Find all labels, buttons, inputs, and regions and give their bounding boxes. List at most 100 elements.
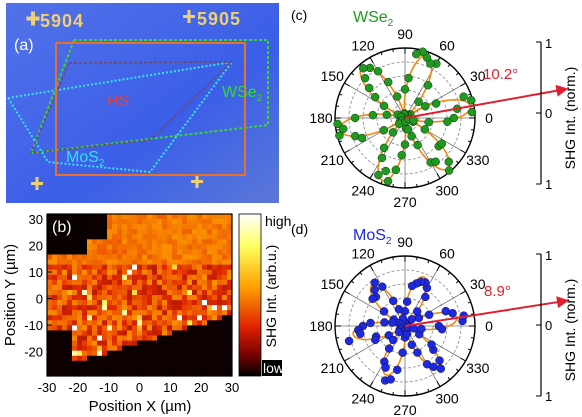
- angle-label: 270: [393, 194, 417, 210]
- y-ticks: 30 20 10 0 -10 -20: [24, 212, 52, 360]
- angle-label: 240: [351, 183, 375, 199]
- data-point: [413, 307, 422, 316]
- data-point: [394, 305, 404, 314]
- marker-label-right: 5905: [197, 9, 241, 29]
- arrow-head: [556, 296, 570, 309]
- data-point: [368, 294, 377, 304]
- data-point: [389, 296, 398, 306]
- x-tick-label: -10: [99, 380, 118, 395]
- data-point: [379, 307, 389, 316]
- data-point: [449, 113, 458, 123]
- angle-label: 90: [397, 26, 413, 42]
- panel-a-label: (a): [14, 37, 34, 54]
- y-tick-label: 0: [36, 292, 43, 307]
- angle-label: 210: [321, 152, 345, 168]
- data-point: [423, 80, 433, 90]
- panel-c-arrow-angle: 10.2°: [483, 66, 518, 83]
- panel-a: 5904 5905 (a) HS WSe2 MoS2: [6, 3, 279, 203]
- data-point: [339, 124, 348, 134]
- angle-label: 180: [309, 110, 333, 126]
- panel-d-arrow-angle: 8.9°: [484, 283, 511, 300]
- panel-d-title: MoS2: [353, 227, 392, 247]
- data-point: [467, 96, 476, 105]
- y-tick-label: -10: [24, 318, 43, 333]
- angle-label: 270: [393, 402, 417, 417]
- data-point: [384, 77, 393, 87]
- data-point: [377, 153, 387, 163]
- wse2-label: WSe2: [222, 84, 263, 104]
- colorbar-high: high: [265, 213, 291, 229]
- angle-label: 150: [321, 68, 345, 84]
- side-tick-bot: 1: [545, 389, 552, 404]
- wse2-outline: [29, 39, 269, 155]
- data-point: [366, 318, 375, 328]
- marker-label-left: 5904: [40, 11, 84, 31]
- data-point: [412, 49, 421, 59]
- hs-label: HS: [107, 93, 129, 110]
- panel-b: (b) -30 -20 -10 0 10 20 30 30 20 10 0 -10 -20 Posit…: [2, 212, 291, 415]
- data-point: [333, 119, 342, 129]
- data-point: [379, 126, 389, 135]
- data-point: [427, 340, 436, 349]
- colorbar-low-text: low: [263, 360, 285, 376]
- angle-label: 210: [321, 360, 345, 376]
- side-axis-c: 1 0 1 SHG Int. (norm.): [536, 36, 578, 192]
- hs-region: [29, 61, 235, 154]
- angle-label: 30: [470, 276, 486, 292]
- angle-label: 120: [351, 245, 375, 261]
- data-point: [373, 67, 383, 76]
- data-point: [444, 166, 454, 175]
- angle-label: 180: [309, 318, 333, 334]
- data-point: [359, 64, 368, 73]
- data-point: [443, 117, 452, 126]
- data-point: [444, 157, 453, 166]
- arrow-head: [555, 84, 569, 97]
- data-point: [414, 97, 423, 106]
- data-point: [424, 117, 433, 127]
- angle-label: 300: [435, 183, 459, 199]
- data-point: [389, 335, 398, 345]
- alignment-marker-bl: [31, 177, 43, 190]
- angle-label: 90: [397, 234, 413, 250]
- data-point: [370, 285, 379, 295]
- data-point: [397, 151, 406, 160]
- data-point: [424, 310, 434, 319]
- data-point: [383, 176, 393, 186]
- data-point: [364, 83, 374, 93]
- y-tick-label: -20: [24, 345, 43, 360]
- colorbar-label: SHG Int. (arb.u.): [263, 245, 279, 348]
- mos2-label: MoS2: [66, 149, 105, 169]
- panel-b-label: (b): [52, 219, 72, 236]
- side-tick-bot: 1: [545, 177, 552, 192]
- angle-label: 240: [351, 391, 375, 407]
- angle-label: 0: [485, 318, 493, 334]
- angle-label: 30: [470, 68, 486, 84]
- side-tick-top: 1: [545, 36, 552, 51]
- data-point: [420, 125, 429, 134]
- x-tick-label: -30: [38, 380, 57, 395]
- x-axis-label: Position X (µm): [89, 398, 192, 415]
- data-point: [379, 143, 389, 153]
- data-point: [356, 329, 365, 339]
- data-point: [413, 140, 422, 150]
- data-point: [459, 92, 468, 101]
- data-point: [350, 113, 360, 123]
- data-point: [370, 92, 380, 102]
- orientation-arrow: [404, 89, 561, 119]
- alignment-marker-right: [183, 10, 195, 23]
- data-point: [421, 102, 430, 111]
- alignment-marker-left: [26, 11, 40, 26]
- x-tick-label: 20: [194, 380, 208, 395]
- data-point: [436, 364, 445, 373]
- data-point: [368, 110, 378, 120]
- data-point: [421, 292, 430, 302]
- data-point: [400, 85, 410, 94]
- data-point: [381, 166, 390, 176]
- y-axis-label: Position Y (µm): [2, 244, 19, 346]
- data-point: [429, 362, 438, 372]
- data-point: [370, 278, 379, 287]
